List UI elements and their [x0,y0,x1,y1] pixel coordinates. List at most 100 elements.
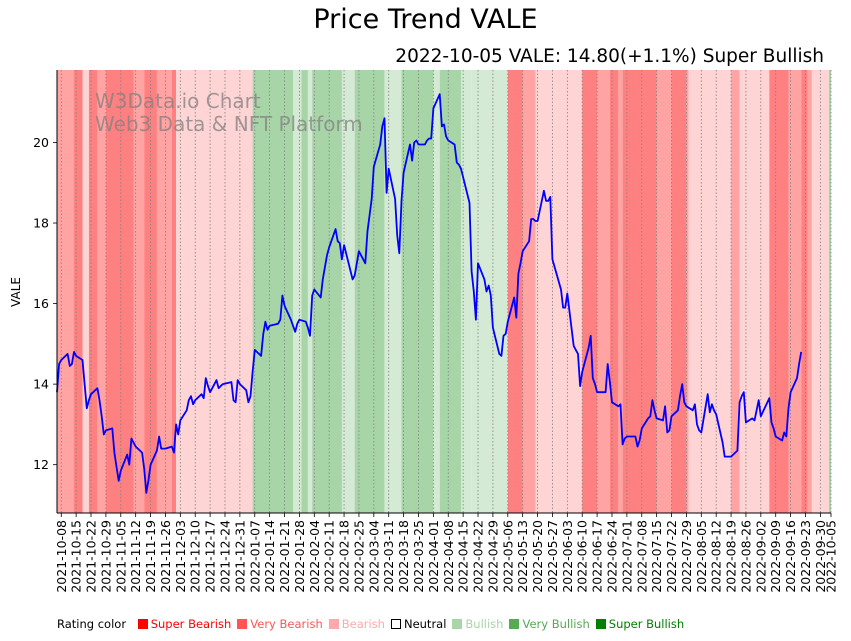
x-tick-label: 2022-02-18 [337,520,352,593]
rating-band [686,70,689,513]
rating-band [807,70,812,513]
x-tick-label: 2022-07-08 [634,520,649,593]
legend-item: Very Bullish [509,617,590,631]
rating-band [312,70,342,513]
x-tick-label: 2022-02-11 [322,520,337,593]
legend-swatch [595,619,606,629]
x-tick-label: 2022-01-07 [247,520,262,593]
legend-swatch [509,619,520,629]
x-tick-label: 2021-12-10 [188,520,203,593]
rating-band [341,70,355,513]
x-tick-label: 2021-12-24 [217,520,232,593]
rating-band [293,70,302,513]
x-axis-ticks: 2021-10-08 2021-10-15 2021-10-22 2021-10-29… [54,513,839,593]
x-tick-label: 2022-07-22 [664,520,679,593]
x-tick-label: 2022-09-02 [753,520,768,593]
chart-subtitle: 2022-10-05 VALE: 14.80(+1.1%) Super Bull… [395,46,824,67]
x-tick-label: 2022-09-09 [768,520,783,593]
x-tick-label: 2022-04-29 [485,520,500,593]
legend-label: Super Bearish [150,617,232,631]
x-tick-label: 2022-09-23 [798,520,813,593]
x-tick-label: 2022-09-30 [813,520,828,593]
rating-band [97,70,106,513]
legend-item: Super Bearish [137,617,232,631]
x-tick-label: 2022-04-22 [471,520,486,593]
rating-band [828,70,831,513]
watermark-line-2: Web3 Data & NFT Platform [95,112,363,136]
legend-swatch [390,619,401,629]
watermark: W3Data.io Chart Web3 Data & NFT Platform [95,89,363,136]
x-tick-label: 2021-10-22 [84,520,99,593]
x-tick-label: 2022-06-24 [604,520,619,593]
x-tick-label: 2021-10-08 [54,520,69,593]
rating-band [57,70,75,513]
x-tick-label: 2021-10-15 [69,520,84,593]
legend-swatch [328,619,339,629]
rating-band [401,70,434,513]
rating-band [171,70,177,513]
y-tick-label: 20 [33,135,49,150]
vertical-gridlines [60,70,832,513]
x-tick-label: 2022-05-06 [500,520,515,593]
rating-band [74,70,83,513]
rating-band [769,70,789,513]
y-tick-label: 16 [33,296,49,311]
rating-band [731,70,740,513]
legend-title: Rating color [57,617,127,631]
rating-band [609,70,619,513]
x-tick-label: 2022-04-15 [456,520,471,593]
rating-band [788,70,802,513]
x-tick-label: 2022-09-16 [783,520,798,593]
price-line [56,93,803,494]
x-tick-label: 2022-01-28 [292,520,307,593]
rating-band [384,70,402,513]
rating-band [535,70,583,513]
rating-band [461,70,472,513]
x-tick-label: 2022-04-01 [426,520,441,593]
legend-swatch [237,619,248,629]
legend: Rating color Super Bearish Very Bearish Be… [57,617,690,631]
x-tick-label: 2021-12-31 [232,520,247,593]
x-tick-label: 2022-01-21 [277,520,292,593]
x-tick-label: 2022-05-20 [530,520,545,593]
x-tick-label: 2022-10-05 [824,520,839,593]
legend-label: Neutral [403,617,447,631]
rating-band [88,70,98,513]
y-axis-label: VALE [9,277,23,307]
x-tick-label: 2021-11-26 [158,520,173,593]
rating-band [801,70,808,513]
legend-label: Super Bullish [608,617,685,631]
rating-band [656,70,672,513]
legend-label: Very Bearish [250,617,323,631]
rating-band [307,70,313,513]
x-tick-label: 2021-12-03 [173,520,188,593]
rating-band [301,70,308,513]
chart-title: Price Trend VALE [313,4,538,35]
x-tick-label: 2021-11-05 [113,520,128,593]
x-tick-label: 2022-03-04 [366,520,381,593]
x-tick-label: 2022-06-17 [590,520,605,593]
axes [56,70,831,514]
legend-item: Neutral [390,617,447,631]
legend-item: Very Bearish [237,617,323,631]
x-tick-label: 2022-06-03 [560,520,575,593]
x-tick-label: 2022-03-18 [396,520,411,593]
x-tick-label: 2022-07-15 [649,520,664,593]
legend-item: Bearish [328,617,385,631]
legend-item: Bullish [452,617,503,631]
rating-band [739,70,770,513]
x-tick-label: 2021-11-12 [128,520,143,593]
y-tick-label: 14 [33,377,49,392]
rating-band [688,70,732,513]
x-tick-label: 2022-06-10 [575,520,590,593]
legend-label: Very Bullish [522,617,590,631]
x-tick-label: 2022-02-04 [307,520,322,593]
x-tick-label: 2022-08-19 [724,520,739,593]
rating-band [252,70,294,513]
x-tick-label: 2022-05-27 [545,520,560,593]
x-tick-label: 2021-11-19 [143,520,158,593]
x-tick-label: 2022-02-25 [351,520,366,593]
x-tick-label: 2022-07-01 [619,520,634,593]
rating-band [105,70,134,513]
